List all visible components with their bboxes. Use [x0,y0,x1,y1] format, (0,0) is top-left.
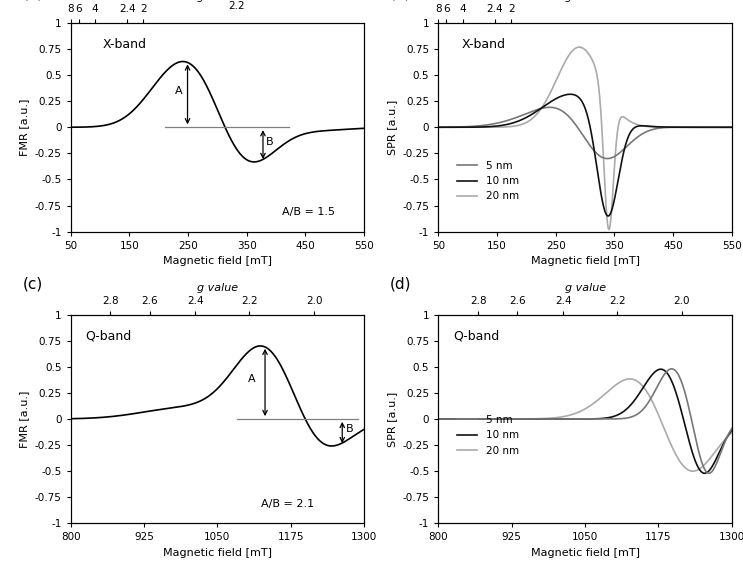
Text: A: A [247,375,255,384]
Legend: 5 nm, 10 nm, 20 nm: 5 nm, 10 nm, 20 nm [452,157,523,205]
Text: Q-band: Q-band [453,329,499,343]
X-axis label: Magnetic field [mT]: Magnetic field [mT] [163,548,272,558]
Y-axis label: SPR [a.u.]: SPR [a.u.] [387,100,397,155]
Y-axis label: SPR [a.u.]: SPR [a.u.] [387,391,397,447]
X-axis label: Magnetic field [mT]: Magnetic field [mT] [531,548,640,558]
X-axis label: g value: g value [197,0,238,2]
Text: B: B [345,424,354,435]
Text: A: A [175,86,182,97]
Text: X-band: X-band [103,38,147,51]
Text: A/B = 2.1: A/B = 2.1 [262,499,314,509]
X-axis label: g value: g value [197,283,238,293]
X-axis label: g value: g value [565,0,606,2]
Text: 2.2: 2.2 [228,1,244,11]
Text: (d): (d) [390,277,412,292]
X-axis label: g value: g value [565,283,606,293]
Y-axis label: FMR [a.u.]: FMR [a.u.] [19,390,29,448]
Legend: 5 nm, 10 nm, 20 nm: 5 nm, 10 nm, 20 nm [452,411,523,460]
Text: (c): (c) [22,277,42,292]
Text: X-band: X-band [462,38,506,51]
Text: A/B = 1.5: A/B = 1.5 [282,207,335,217]
Y-axis label: FMR [a.u.]: FMR [a.u.] [19,98,29,156]
Text: Q-band: Q-band [85,329,132,343]
Text: B: B [266,137,273,146]
X-axis label: Magnetic field [mT]: Magnetic field [mT] [163,256,272,266]
X-axis label: Magnetic field [mT]: Magnetic field [mT] [531,256,640,266]
